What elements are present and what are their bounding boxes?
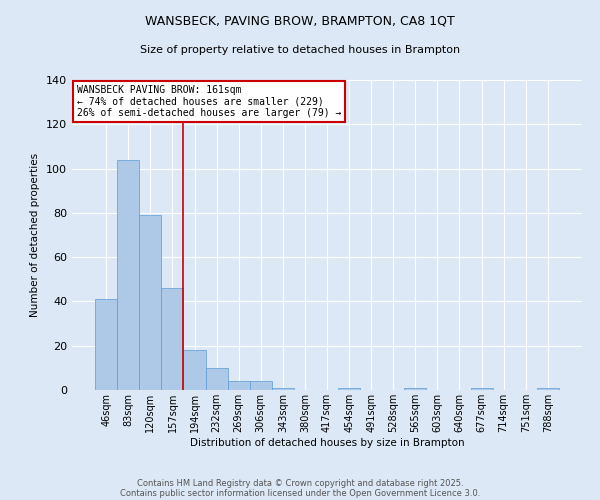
Text: Size of property relative to detached houses in Brampton: Size of property relative to detached ho… xyxy=(140,45,460,55)
Bar xyxy=(95,299,117,390)
Bar xyxy=(184,350,206,390)
Bar xyxy=(117,160,139,390)
Bar xyxy=(250,381,272,390)
Text: WANSBECK, PAVING BROW, BRAMPTON, CA8 1QT: WANSBECK, PAVING BROW, BRAMPTON, CA8 1QT xyxy=(145,15,455,28)
X-axis label: Distribution of detached houses by size in Brampton: Distribution of detached houses by size … xyxy=(190,438,464,448)
Bar xyxy=(470,388,493,390)
Text: Contains HM Land Registry data © Crown copyright and database right 2025.: Contains HM Land Registry data © Crown c… xyxy=(137,478,463,488)
Y-axis label: Number of detached properties: Number of detached properties xyxy=(31,153,40,317)
Bar xyxy=(206,368,227,390)
Bar xyxy=(161,288,184,390)
Text: WANSBECK PAVING BROW: 161sqm
← 74% of detached houses are smaller (229)
26% of s: WANSBECK PAVING BROW: 161sqm ← 74% of de… xyxy=(77,84,341,118)
Bar xyxy=(404,388,427,390)
Text: Contains public sector information licensed under the Open Government Licence 3.: Contains public sector information licen… xyxy=(120,488,480,498)
Bar xyxy=(227,381,250,390)
Bar xyxy=(537,388,559,390)
Bar xyxy=(338,388,360,390)
Bar xyxy=(272,388,294,390)
Bar xyxy=(139,215,161,390)
